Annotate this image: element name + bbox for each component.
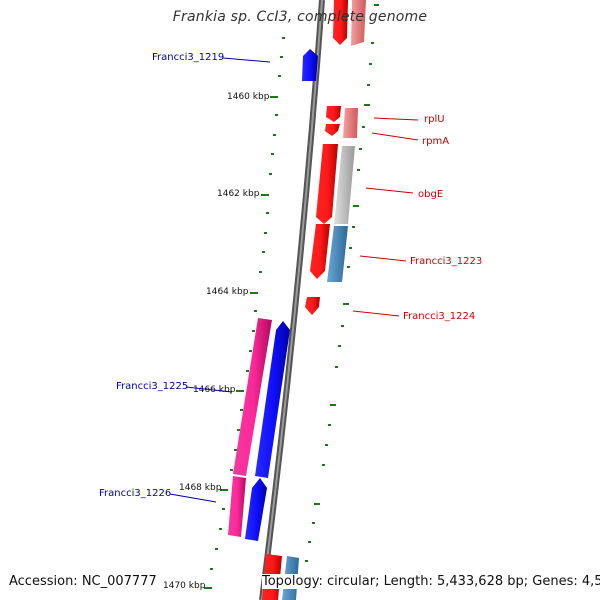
label-rpmA[interactable]: rpmA xyxy=(422,136,449,147)
leader-rplU xyxy=(373,117,419,121)
leader-francci3-1226 xyxy=(169,493,217,503)
gene-francci3-1226[interactable] xyxy=(245,478,267,541)
leader-francci3-1225 xyxy=(185,386,233,393)
gene-francci3-1224[interactable] xyxy=(305,297,320,315)
tick-label-1460: 1460 kbp xyxy=(227,92,270,102)
label-francci3-1225[interactable]: Francci3_1225 xyxy=(116,381,188,392)
gene-francci3-1225-pink[interactable] xyxy=(233,318,272,476)
genome-backbone-highlight xyxy=(261,0,323,600)
genome-summary: Topology: circular; Length: 5,433,628 bp… xyxy=(262,574,600,589)
label-francci3-1224[interactable]: Francci3_1224 xyxy=(403,311,475,322)
tick-label-1462: 1462 kbp xyxy=(217,189,260,199)
tick-label-1468: 1468 kbp xyxy=(179,483,222,493)
label-francci3-1223[interactable]: Francci3_1223 xyxy=(410,256,482,267)
tick-label-1464: 1464 kbp xyxy=(206,287,249,297)
gene-francci3-1219[interactable] xyxy=(302,49,318,81)
leader-rpmA xyxy=(371,132,419,141)
gene-francci3-1226-pink[interactable] xyxy=(228,476,246,537)
label-francci3-1219[interactable]: Francci3_1219 xyxy=(152,52,224,63)
gene-francci3-1223[interactable] xyxy=(310,224,330,279)
gene-francci3-1223-rna[interactable] xyxy=(327,226,348,282)
label-francci3-1226[interactable]: Francci3_1226 xyxy=(99,488,171,499)
leader-obgE xyxy=(365,187,414,194)
map-title: Frankia sp. CcI3, complete genome xyxy=(172,9,428,25)
gene-rplU[interactable] xyxy=(326,106,341,122)
gene-obgE-rna[interactable] xyxy=(334,146,355,224)
label-obgE[interactable]: obgE xyxy=(418,189,443,200)
gene-top-red[interactable] xyxy=(333,0,348,45)
leader-francci3-1223 xyxy=(359,255,407,262)
tick-label-1470: 1470 kbp xyxy=(163,581,206,591)
right-tick-track xyxy=(305,4,379,562)
accession-label: Accession: NC_007777 xyxy=(9,574,157,589)
leader-francci3-1224 xyxy=(352,310,400,317)
label-rplU[interactable]: rplU xyxy=(424,114,445,125)
gene-rpmA[interactable] xyxy=(325,124,340,136)
gene-francci3-1225[interactable] xyxy=(255,321,290,478)
gene-rplU-rna[interactable] xyxy=(343,108,358,138)
gene-obgE[interactable] xyxy=(316,144,338,224)
gene-top-lightred[interactable] xyxy=(351,0,366,46)
left-tick-track xyxy=(204,37,285,589)
leader-francci3-1219 xyxy=(222,57,271,63)
